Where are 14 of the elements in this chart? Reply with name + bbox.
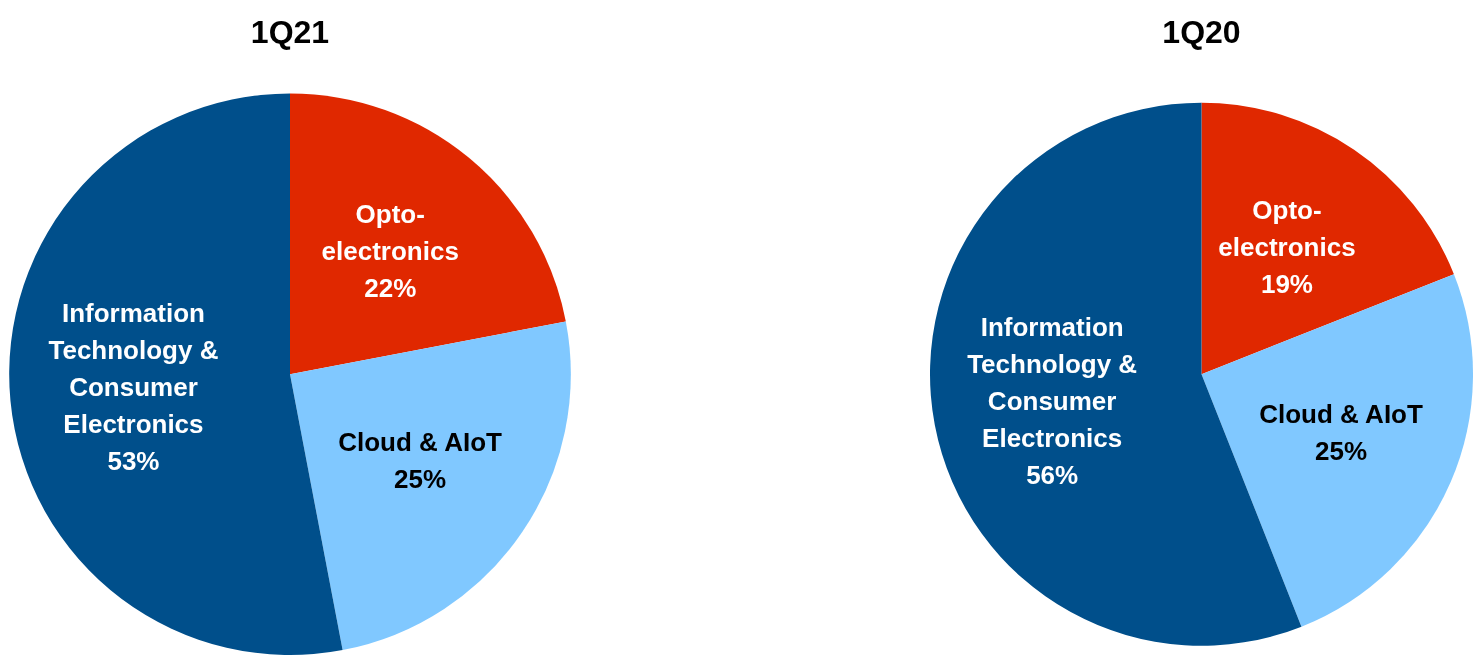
slice-label: Opto-electronics [1218, 194, 1356, 262]
slice-label: Opto-electronics [321, 199, 459, 267]
slice-label: Information Technology & Consumer Electronics [48, 298, 219, 440]
data-label: 25% [1315, 436, 1368, 467]
slice-label: Information Technology & Consumer Electronics [967, 311, 1138, 453]
data-label: 22% [364, 273, 417, 304]
chart-title: 1Q20 [1162, 14, 1241, 51]
data-label: 19% [1260, 268, 1313, 299]
slice-label: Cloud & AIoT [1259, 399, 1423, 430]
slice-label: Cloud & AIoT [338, 427, 503, 458]
data-label: 56% [1026, 459, 1079, 490]
data-label: 53% [107, 446, 160, 477]
data-label: 25% [394, 464, 447, 495]
chart-title: 1Q21 [250, 14, 330, 51]
